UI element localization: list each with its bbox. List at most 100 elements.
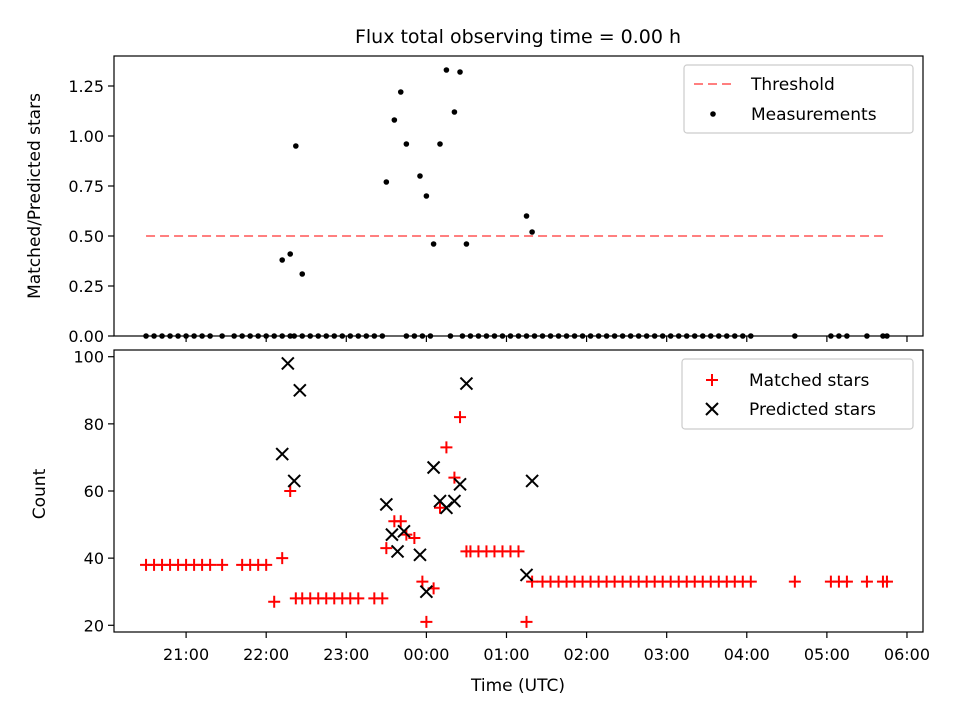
matched-star-point (526, 575, 539, 588)
measurement-point (191, 333, 197, 339)
count-x-tick-label: 01:00 (483, 645, 529, 664)
measurement-point (828, 333, 834, 339)
predicted-star-point (419, 585, 434, 599)
measurement-points (143, 67, 890, 339)
measurement-point (459, 333, 466, 339)
count-legend-box (681, 358, 914, 430)
measurement-point (323, 333, 330, 339)
ratio-y-tick-label: 0.50 (68, 227, 104, 246)
count-x-ticks: 21:00 22:00 23:00 00:00 01:00 02:00 03:00 04:00… (163, 632, 930, 664)
measurement-point (499, 333, 506, 339)
matched-star-point (352, 592, 365, 605)
measurement-point (231, 333, 237, 339)
measurement-point (287, 333, 294, 339)
measurement-point (383, 179, 390, 185)
measurement-point (151, 333, 157, 339)
predicted-star-point (453, 477, 467, 491)
count-x-tick-label: 02:00 (564, 645, 610, 664)
measurement-point (363, 333, 370, 339)
predicted-star-point (275, 447, 289, 461)
measurement-point (659, 333, 666, 339)
measurement-point (675, 333, 682, 339)
predicted-star-point (525, 474, 539, 488)
matched-star-point (380, 542, 393, 555)
legend-matched-swatch (706, 374, 718, 386)
predicted-star-point (447, 494, 462, 508)
measurement-point (143, 333, 149, 339)
measurement-point (691, 333, 698, 339)
predicted-star-point (293, 383, 307, 397)
measurement-point (603, 333, 610, 339)
predicted-star-point (287, 474, 301, 488)
count-y-axis-label: Count (30, 468, 50, 519)
matched-star-point (840, 575, 853, 588)
measurement-point (299, 271, 306, 277)
measurement-point (463, 241, 470, 247)
measurement-point (271, 333, 277, 339)
ratio-y-tick-label: 0.00 (68, 327, 104, 346)
count-x-tick-label: 22:00 (243, 645, 289, 664)
count-x-tick-label: 03:00 (644, 645, 690, 664)
matched-star-point (788, 575, 801, 588)
predicted-star-point (413, 548, 427, 562)
measurement-point (159, 333, 165, 339)
measurement-point (347, 333, 354, 339)
measurement-point (792, 333, 798, 339)
measurement-point (683, 333, 690, 339)
measurement-point (403, 141, 410, 147)
measurement-point (443, 67, 450, 73)
measurement-point (667, 333, 674, 339)
measurement-point (491, 333, 498, 339)
measurement-point (293, 143, 299, 149)
count-legend: Matched stars Predicted stars (681, 358, 914, 430)
matched-star-point (744, 575, 757, 588)
matched-star-point (376, 592, 389, 605)
measurement-point (619, 333, 626, 339)
measurement-point (571, 333, 578, 339)
measurement-point (199, 333, 205, 339)
measurement-point (279, 333, 286, 339)
measurement-point (183, 333, 189, 339)
measurement-point (529, 229, 535, 235)
measurement-point (539, 333, 546, 339)
measurement-point (291, 333, 298, 339)
predicted-star-point (390, 544, 405, 559)
count-x-tick-label: 05:00 (804, 645, 850, 664)
measurement-point (555, 333, 562, 339)
measurement-point (371, 333, 378, 339)
count-y-tick-label: 60 (84, 482, 104, 501)
measurement-point (747, 333, 754, 339)
predicted-star-point (379, 497, 394, 512)
matched-star-point (394, 515, 407, 528)
measurement-point (715, 333, 722, 339)
measurement-point (547, 333, 554, 339)
legend-matched-label: Matched stars (749, 371, 869, 391)
ratio-y-tick-label: 1.00 (68, 127, 104, 146)
measurement-point (339, 333, 346, 339)
measurement-point (643, 333, 650, 339)
measurement-point (707, 333, 714, 339)
measurement-point (315, 333, 322, 339)
measurement-point (864, 333, 870, 339)
measurement-point (595, 333, 602, 339)
measurement-point (723, 333, 730, 339)
measurement-point (247, 333, 253, 339)
legend-predicted-swatch (705, 402, 719, 416)
ratio-y-ticks: 0.00 0.25 0.50 0.75 1.00 1.25 (68, 77, 114, 346)
ratio-x-ticks (185, 336, 908, 342)
measurement-point (739, 333, 746, 339)
measurement-point (587, 333, 594, 339)
measurement-point (515, 333, 522, 339)
matched-star-point (860, 575, 873, 588)
measurement-point (437, 141, 443, 147)
measurement-point (417, 173, 423, 179)
measurement-point (379, 333, 386, 339)
matched-star-point (434, 501, 447, 514)
count-x-tick-label: 04:00 (724, 645, 770, 664)
legend-measurements-label: Measurements (751, 105, 877, 125)
measurement-point (423, 193, 430, 199)
measurement-point (263, 333, 269, 339)
matched-stars-points (140, 411, 893, 628)
matched-star-point (260, 558, 273, 571)
predicted-star-point (281, 356, 295, 371)
